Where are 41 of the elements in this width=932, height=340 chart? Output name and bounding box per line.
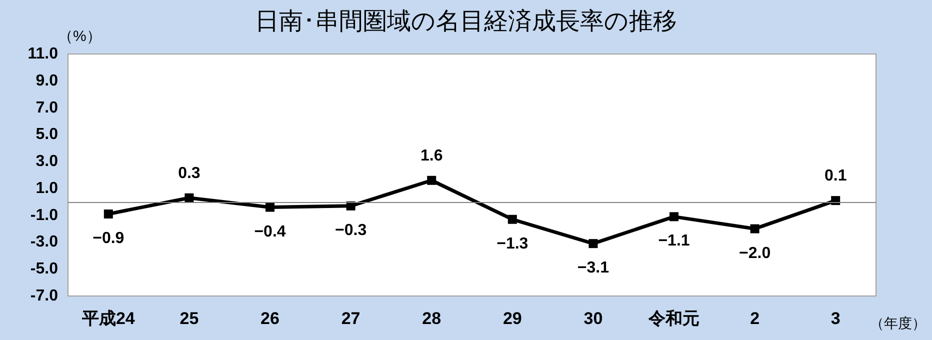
y-tick-label: 5.0 (36, 126, 58, 144)
y-tick-label: 11.0 (28, 46, 58, 62)
y-tick-label: 3.0 (36, 153, 58, 170)
data-label: −0.3 (335, 222, 367, 239)
y-tick-label: -3.0 (30, 234, 58, 251)
x-tick-label: 29 (502, 309, 522, 328)
y-tick-label: 9.0 (36, 72, 58, 90)
x-tick-label: 2 (750, 309, 760, 328)
x-tick-label: 27 (341, 309, 360, 328)
data-label: 0.3 (178, 164, 200, 182)
x-tick-label: 平成24 (80, 309, 136, 328)
y-tick-label: -5.0 (30, 260, 58, 278)
data-label: 0.1 (824, 168, 847, 185)
y-tick-label: 1.0 (36, 180, 58, 197)
point (588, 239, 598, 248)
data-label: −2.0 (739, 244, 771, 262)
data-label: 1.6 (420, 147, 443, 164)
point (670, 212, 678, 222)
data-label: −1.3 (496, 235, 528, 252)
data-label: −3.1 (577, 260, 610, 277)
point (184, 193, 194, 202)
point (104, 209, 113, 218)
y-tick-label: 7.0 (36, 99, 58, 116)
y-tick-label: -7.0 (30, 288, 58, 304)
x-tick-label: 26 (260, 309, 280, 328)
x-tick-label: 30 (584, 309, 603, 328)
y-axis-title: （%） (58, 28, 102, 45)
data-label: −1.1 (658, 232, 690, 250)
x-tick-label: 令和元 (648, 309, 700, 328)
data-label: −0.9 (92, 230, 124, 247)
x-tick-label: 25 (180, 309, 199, 328)
y-tick-label: -1.0 (30, 206, 58, 224)
data-label: −0.4 (254, 223, 286, 240)
x-tick-label: 28 (422, 309, 442, 328)
point (266, 202, 274, 212)
x-tick-label: 3 (830, 309, 840, 328)
x-axis-title: （年度） (870, 315, 926, 331)
point (508, 214, 517, 224)
point (750, 224, 760, 234)
chart-title: 日南･串間圏域の名目経済成長率の推移 (255, 7, 677, 35)
point (427, 176, 436, 185)
